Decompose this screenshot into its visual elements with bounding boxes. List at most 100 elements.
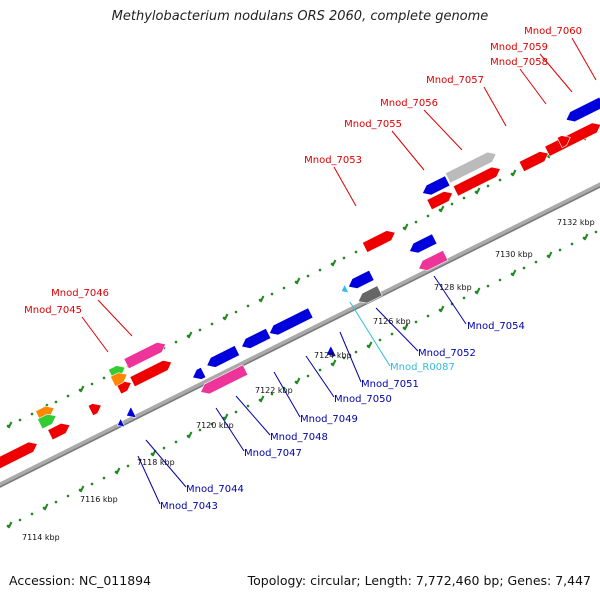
lower-scale-tick — [43, 503, 49, 511]
lower-scale-dot — [234, 410, 238, 414]
forward-gene-label: Mnod_7057 — [426, 75, 484, 86]
reverse-gene-pink — [200, 364, 249, 395]
lower-scale-dot — [342, 356, 346, 360]
upper-scale-tick — [79, 385, 85, 393]
upper-scale-tick — [223, 313, 229, 321]
scale-label: 7116 kbp — [80, 495, 118, 504]
lower-scale-dot — [90, 482, 94, 486]
lower-scale-dot — [594, 230, 598, 234]
lower-scale-dot — [486, 284, 490, 288]
lower-scale-dot — [114, 470, 118, 474]
lower-scale-dot — [6, 524, 10, 528]
upper-scale-tick — [439, 205, 445, 213]
reverse-leader-line — [339, 331, 362, 383]
reverse-gene — [241, 327, 272, 349]
lower-scale-tick — [187, 431, 193, 439]
lower-scale-dot — [126, 464, 130, 468]
lower-scale-dot — [66, 494, 70, 498]
reverse-leader-line — [273, 371, 301, 418]
upper-scale-dot — [234, 310, 238, 314]
lower-scale-tick — [367, 341, 373, 349]
lower-scale-dot — [294, 380, 298, 384]
upper-scale-dot — [6, 424, 10, 428]
forward-leader-line — [333, 166, 357, 207]
lower-scale-tick — [547, 251, 553, 259]
lower-scale-dot — [150, 452, 154, 456]
lower-scale-dot — [390, 332, 394, 336]
lower-scale-dot — [366, 344, 370, 348]
upper-scale-dot — [54, 400, 58, 404]
lower-scale-dot — [18, 518, 22, 522]
lower-scale-dot — [414, 320, 418, 324]
upper-scale-dot — [90, 382, 94, 386]
reverse-gene — [206, 345, 241, 368]
gene-features — [0, 96, 600, 472]
lower-scale-dot — [498, 278, 502, 282]
reverse-gene-label: Mnod_7048 — [270, 432, 328, 443]
lower-scale-dot — [354, 350, 358, 354]
hypothetical-gene — [444, 151, 497, 184]
reverse-leader-line — [433, 275, 467, 325]
lower-scale-tick — [223, 413, 229, 421]
lower-scale-dot — [78, 488, 82, 492]
genome-backbone — [0, 182, 600, 488]
upper-scale-dot — [450, 202, 454, 206]
forward-gene-label: Mnod_7060 — [524, 26, 582, 37]
upper-scale-tick — [187, 331, 193, 339]
reverse-leader-line — [305, 355, 335, 398]
lower-scale-tick — [331, 359, 337, 367]
backbone-line — [0, 182, 600, 488]
upper-scale-dot — [510, 172, 514, 176]
upper-scale-dot — [498, 178, 502, 182]
upper-scale-dot — [198, 328, 202, 332]
reverse-gene-label: Mnod_7052 — [418, 348, 476, 359]
lower-scale-dot — [330, 362, 334, 366]
forward-gene-label: Mnod_7055 — [344, 119, 402, 130]
upper-scale-dot — [18, 418, 22, 422]
upper-scale-dot — [30, 412, 34, 416]
scale-labels: 7114 kbp 7116 kbp 7118 kbp 7120 kbp 7122 kbp… — [22, 218, 595, 542]
lower-scale-dot — [222, 416, 226, 420]
reverse-gene — [268, 307, 314, 336]
lower-scale-tick — [7, 521, 13, 529]
reverse-gene-label: Mnod_7047 — [244, 448, 302, 459]
forward-gene-label: Mnod_7058 — [490, 57, 548, 68]
reverse-gene-label: Mnod_7050 — [334, 394, 392, 405]
upper-scale-dot — [474, 190, 478, 194]
lower-scale-tick — [439, 305, 445, 313]
forward-leader-line — [81, 316, 109, 353]
upper-scale-dot — [414, 220, 418, 224]
reverse-leader-line — [349, 301, 391, 367]
lower-scale-dot — [402, 326, 406, 330]
forward-gene-pink — [123, 342, 167, 370]
reverse-leader-line — [137, 455, 161, 505]
reverse-gene-pink — [418, 249, 449, 271]
upper-scale-dot — [402, 226, 406, 230]
lower-scale-tick — [295, 377, 301, 385]
upper-scale-dot — [294, 280, 298, 284]
lower-scale-tick — [511, 269, 517, 277]
reverse-gene-label: Mnod_7043 — [160, 501, 218, 512]
reverse-gene — [125, 406, 137, 418]
upper-scale-dot — [306, 274, 310, 278]
reverse-gene — [565, 96, 600, 123]
lower-scale-tick — [259, 395, 265, 403]
upper-scale-dot — [258, 298, 262, 302]
reverse-gene — [347, 269, 375, 289]
reverse-gene-gray — [357, 285, 383, 304]
lower-scale-tick — [79, 485, 85, 493]
forward-gene-label: Mnod_7045 — [24, 305, 82, 316]
upper-scale-dot — [462, 196, 466, 200]
lower-scale-dot — [270, 392, 274, 396]
lower-scale-tick — [583, 233, 589, 241]
lower-scale-dot — [306, 374, 310, 378]
label-leader-lines — [81, 37, 597, 505]
forward-gene — [426, 191, 454, 211]
rna-gene-label: Mnod_R0087 — [390, 362, 455, 373]
lower-scale-dot — [438, 308, 442, 312]
upper-scale-dot — [210, 322, 214, 326]
upper-scale-dot — [66, 394, 70, 398]
accession-text: Accession: NC_011894 — [9, 573, 152, 588]
lower-scale-dot — [258, 398, 262, 402]
